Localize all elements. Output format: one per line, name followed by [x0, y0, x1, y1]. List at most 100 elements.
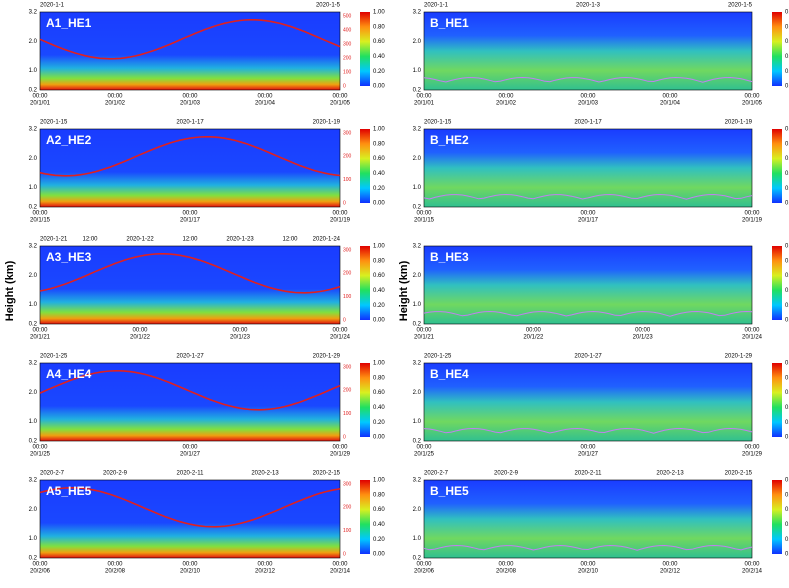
profile-line — [423, 310, 753, 317]
y-tick-label: 0.2 — [413, 556, 422, 562]
heatmap — [423, 245, 753, 325]
x-tick-time: 00:00 — [182, 445, 198, 451]
x-tick-time: 00:00 — [498, 562, 514, 568]
x-tick-date: 20/1/24 — [330, 335, 351, 341]
x-tick-time: 00:00 — [107, 562, 123, 568]
x-tick-date: 20/1/05 — [330, 101, 351, 107]
x-tick-date: 20/2/10 — [180, 569, 201, 575]
colorbar-label: 0.21 — [785, 273, 789, 279]
panel-label: A1_HE1 — [46, 16, 92, 30]
colorbar-label: 0.00 — [373, 435, 385, 441]
x-tick-time: 00:00 — [580, 445, 596, 451]
x-tick-date: 20/1/04 — [660, 101, 681, 107]
colorbar-label: 0.00 — [785, 435, 789, 441]
x-tick-time: 00:00 — [32, 211, 48, 217]
x-tick-time: 00:00 — [662, 562, 678, 568]
x-tick-date: 20/1/29 — [330, 452, 351, 458]
y-axis-label: Height (km) — [4, 260, 16, 321]
colorbar-label: 0.08 — [785, 420, 789, 426]
colorbar — [772, 246, 782, 320]
right-axis-label: 300 — [343, 481, 352, 487]
top-date: 2020-1-23 — [226, 237, 254, 243]
y-tick-label: 0.2 — [29, 439, 38, 445]
y-tick-label: 0.2 — [413, 88, 422, 94]
y-tick-label: 1.0 — [29, 302, 38, 308]
colorbar-label: 1.00 — [373, 10, 385, 16]
colorbar-label: 0.40 — [373, 171, 385, 177]
right-axis-label: 200 — [343, 55, 352, 61]
colorbar — [360, 480, 370, 554]
x-tick-date: 20/1/21 — [30, 335, 51, 341]
x-tick-time: 00:00 — [416, 328, 432, 334]
top-date: 2020-2-15 — [725, 471, 753, 477]
right-axis-label: 100 — [343, 69, 352, 75]
colorbar-label: 0.06 — [785, 69, 789, 75]
right-axis-label: 100 — [343, 528, 352, 534]
y-tick-label: 2.0 — [29, 39, 38, 45]
colorbar-label: 0.24 — [785, 141, 789, 147]
heatmap — [423, 362, 753, 442]
colorbar-label: 0.80 — [373, 141, 385, 147]
heatmap — [39, 245, 341, 325]
y-tick-label: 1.0 — [29, 419, 38, 425]
top-date: 2020-2-9 — [103, 471, 128, 477]
x-tick-date: 20/2/14 — [742, 569, 763, 575]
panel: B_HE1 2020-1-1 2020-1-3 2020-1-5 3.2 2.0 1.0 0.… — [413, 3, 789, 107]
heatmap — [39, 128, 341, 208]
top-date: 2020-1-1 — [40, 3, 65, 9]
y-tick-label: 0.2 — [29, 556, 38, 562]
x-tick-date: 20/1/24 — [742, 335, 763, 341]
x-tick-date: 20/1/02 — [496, 101, 517, 107]
colorbar-label: 0.20 — [373, 537, 385, 543]
profile-line — [423, 427, 753, 434]
colorbar-label: 0.06 — [785, 186, 789, 192]
right-axis-label: 0 — [343, 200, 346, 206]
x-tick-date: 20/1/03 — [578, 101, 599, 107]
top-date: 2020-1-29 — [313, 354, 341, 360]
x-tick-date: 20/1/15 — [414, 218, 435, 224]
colorbar-label: 0.12 — [785, 54, 789, 60]
right-axis-label: 0 — [343, 551, 346, 557]
colorbar-label: 0.18 — [785, 156, 789, 162]
colorbar-label: 0.24 — [785, 507, 789, 513]
panel: B_HE4 2020-1-25 2020-1-27 2020-1-29 3.2 2.0 1.… — [413, 354, 789, 458]
y-tick-label: 3.2 — [413, 10, 422, 16]
x-tick-time: 00:00 — [416, 94, 432, 100]
x-tick-time: 00:00 — [332, 211, 348, 217]
panel-label: B_HE4 — [430, 367, 469, 381]
x-tick-date: 20/1/02 — [105, 101, 126, 107]
top-date: 2020-2-11 — [575, 471, 603, 477]
colorbar-label: 0.24 — [785, 390, 789, 396]
top-date: 2020-1-17 — [176, 120, 204, 126]
colorbar-label: 0.80 — [373, 492, 385, 498]
colorbar-label: 0.00 — [373, 201, 385, 207]
colorbar-label: 0.12 — [785, 171, 789, 177]
panel: A3_HE3 2020-1-21 12:00 2020-1-22 12:00 2020-1… — [29, 237, 386, 341]
x-tick-time: 00:00 — [182, 562, 198, 568]
panel-label: B_HE1 — [430, 16, 469, 30]
y-tick-label: 1.0 — [29, 185, 38, 191]
y-tick-label: 1.0 — [413, 185, 422, 191]
colorbar — [360, 363, 370, 437]
top-date: 2020-1-27 — [574, 354, 602, 360]
x-tick-date: 20/1/23 — [633, 335, 654, 341]
colorbar-label: 0.00 — [373, 552, 385, 558]
y-tick-label: 0.2 — [29, 88, 38, 94]
y-tick-label: 3.2 — [29, 10, 38, 16]
top-date: 2020-1-21 — [40, 237, 68, 243]
colorbar-label: 1.00 — [373, 361, 385, 367]
y-tick-label: 3.2 — [29, 478, 38, 484]
panel: A5_HE5 2020-2-7 2020-2-9 2020-2-11 2020-2-13… — [29, 471, 386, 575]
x-tick-date: 20/1/01 — [414, 101, 435, 107]
right-axis-label: 200 — [343, 154, 352, 160]
x-tick-date: 20/1/25 — [414, 452, 435, 458]
colorbar-label: 0.40 — [373, 54, 385, 60]
x-tick-time: 00:00 — [580, 562, 596, 568]
profile-line — [39, 136, 341, 177]
y-tick-label: 1.0 — [29, 68, 38, 74]
y-tick-label: 2.0 — [29, 507, 38, 513]
x-tick-time: 00:00 — [257, 562, 273, 568]
colorbar-label: 1.00 — [373, 478, 385, 484]
heatmap — [423, 11, 753, 91]
colorbar-label: 1.00 — [373, 127, 385, 133]
